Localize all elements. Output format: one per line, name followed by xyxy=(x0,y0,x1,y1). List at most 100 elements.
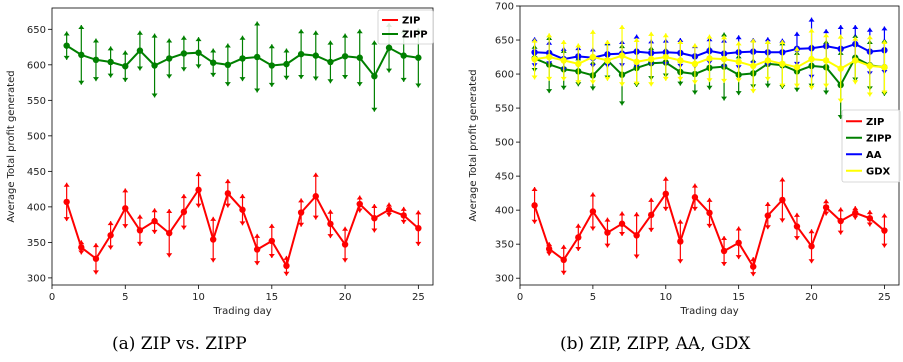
error-cap-down xyxy=(560,85,567,90)
data-point xyxy=(750,62,757,70)
error-cap-up xyxy=(706,197,713,202)
error-cap-down xyxy=(342,75,349,80)
x-tick-label: 5 xyxy=(122,292,128,303)
error-cap-down xyxy=(107,73,114,78)
error-cap-down xyxy=(298,75,305,80)
data-point xyxy=(268,62,276,69)
series-zip xyxy=(531,176,888,277)
error-cap-up xyxy=(342,226,349,231)
error-cap-down xyxy=(881,90,888,95)
error-cap-down xyxy=(371,107,378,112)
data-point xyxy=(136,47,144,54)
error-cap-up xyxy=(63,31,70,36)
x-tick-label: 10 xyxy=(659,292,672,303)
error-cap-up xyxy=(852,36,859,41)
error-cap-down xyxy=(648,82,655,87)
error-cap-up xyxy=(764,37,771,42)
data-point xyxy=(575,60,582,68)
legend-label: ZIPP xyxy=(866,133,892,144)
error-cap-down xyxy=(852,215,859,220)
error-cap-down xyxy=(298,222,305,227)
data-point xyxy=(531,55,538,63)
error-cap-down xyxy=(531,219,538,224)
legend: ZIP ZIPP AA GDX xyxy=(841,109,901,183)
error-cap-down xyxy=(78,250,85,255)
data-point xyxy=(633,232,640,239)
data-point xyxy=(341,241,349,248)
data-point xyxy=(808,243,815,250)
error-cap-up xyxy=(662,33,669,38)
error-cap-up xyxy=(107,46,114,51)
error-cap-up xyxy=(866,35,873,40)
data-point xyxy=(107,232,114,239)
error-cap-up xyxy=(254,21,261,26)
error-cap-down xyxy=(691,206,698,211)
error-cap-up xyxy=(648,31,655,36)
data-point xyxy=(618,220,626,227)
error-cap-down xyxy=(881,243,888,248)
error-cap-down xyxy=(721,78,728,83)
data-point xyxy=(166,55,173,62)
error-cap-up xyxy=(808,229,815,234)
data-point xyxy=(166,229,173,237)
error-cap-up xyxy=(151,33,158,38)
data-point xyxy=(779,60,786,68)
error-cap-down xyxy=(764,225,771,230)
error-cap-down xyxy=(619,232,626,237)
error-cap-up xyxy=(298,198,305,203)
y-tick-label: 550 xyxy=(27,96,46,107)
error-cap-up xyxy=(560,244,567,249)
data-point xyxy=(662,190,669,198)
error-cap-down xyxy=(122,77,129,82)
error-cap-up xyxy=(283,48,290,53)
error-cap-down xyxy=(371,228,378,233)
x-tick-label: 25 xyxy=(412,292,425,303)
error-cap-up xyxy=(180,35,187,40)
error-cap-down xyxy=(575,246,582,251)
data-point xyxy=(866,62,874,70)
error-cap-up xyxy=(881,40,888,45)
chart-panel-b: 300 350 400 450 500 550 600 650 700 0 5 10 15 20 25 Tra… xyxy=(468,2,901,317)
error-cap-up xyxy=(619,211,626,216)
error-cap-down xyxy=(415,83,422,88)
y-axis-label: Average Total profit generated xyxy=(6,70,17,222)
data-point xyxy=(312,193,319,200)
error-cap-up xyxy=(604,40,611,45)
error-cap-up xyxy=(575,223,582,228)
chart-panel-a: 300 350 400 450 500 550 600 650 0 5 10 15 20 25 Tradin… xyxy=(6,7,434,317)
data-point xyxy=(691,60,699,68)
legend-box xyxy=(377,9,434,45)
data-point xyxy=(268,237,276,245)
error-cap-down xyxy=(180,225,187,230)
data-point xyxy=(327,58,334,66)
legend-label: ZIP xyxy=(402,16,420,27)
error-cap-up xyxy=(151,208,158,213)
error-cap-up xyxy=(677,219,684,224)
data-point xyxy=(560,57,567,64)
error-cap-down xyxy=(677,259,684,264)
y-tick-label: 450 xyxy=(27,167,46,178)
error-cap-up xyxy=(136,30,143,35)
error-cap-down xyxy=(136,66,143,71)
error-cap-down xyxy=(677,76,684,81)
error-cap-down xyxy=(619,101,626,106)
error-cap-down xyxy=(662,206,669,211)
data-point xyxy=(837,217,844,225)
error-cap-down xyxy=(823,83,830,88)
error-cap-up xyxy=(239,194,246,199)
error-cap-down xyxy=(560,270,567,275)
error-cap-up xyxy=(633,34,640,39)
data-point xyxy=(837,65,844,72)
error-cap-up xyxy=(633,212,640,217)
error-cap-down xyxy=(589,86,596,91)
error-cap-up xyxy=(92,38,99,43)
error-cap-up xyxy=(677,37,684,42)
error-cap-up xyxy=(691,183,698,188)
y-tick-label: 400 xyxy=(495,206,514,217)
data-point xyxy=(706,209,713,217)
error-cap-down xyxy=(677,81,684,86)
error-cap-up xyxy=(195,172,202,177)
error-cap-down xyxy=(633,81,640,86)
x-tick-label: 25 xyxy=(878,292,891,303)
